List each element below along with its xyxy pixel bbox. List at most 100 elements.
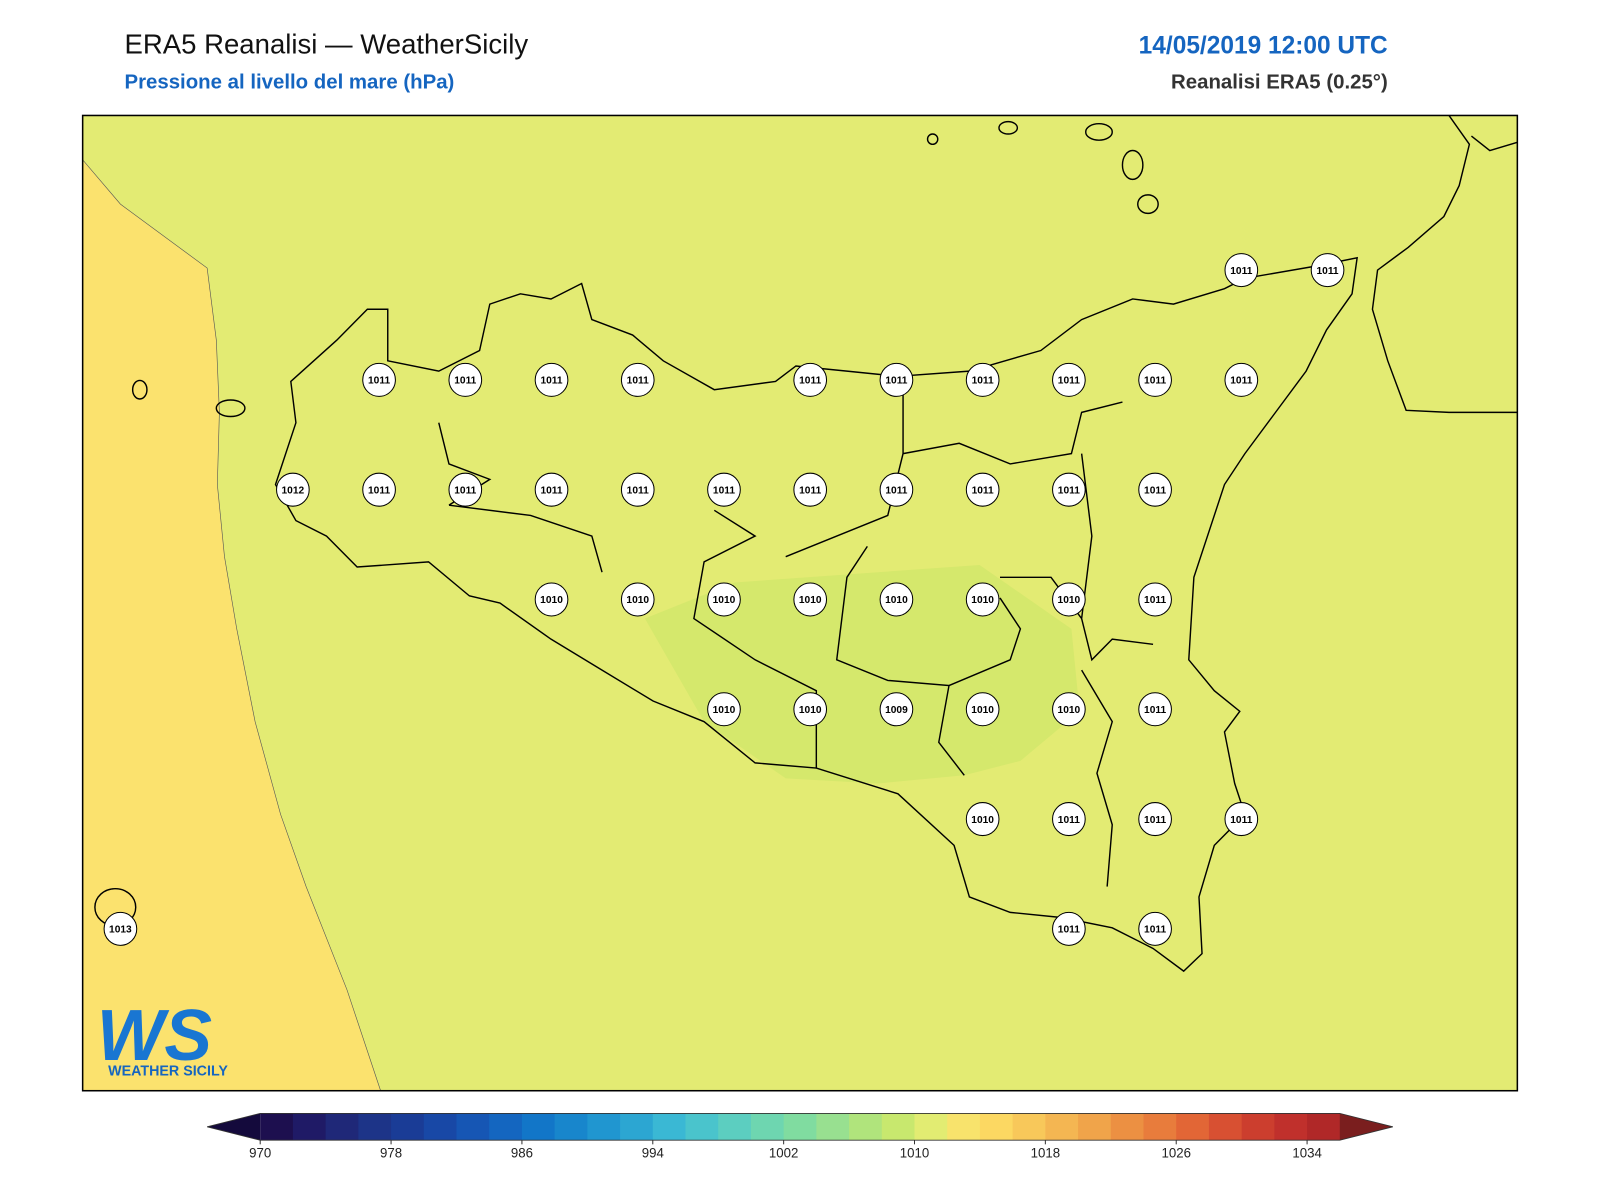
station-label: 1011 [713, 485, 735, 496]
station-circle [103, 911, 138, 946]
station: 1011 [879, 472, 914, 507]
station: 1010 [965, 692, 1000, 727]
colorbar-segment [1307, 1113, 1341, 1141]
source: Reanalisi ERA5 (0.25°) [1171, 71, 1388, 94]
station-label: 1010 [626, 595, 649, 606]
station-circle [965, 472, 1000, 507]
colorbar-segment [979, 1113, 1014, 1141]
station-label: 1011 [540, 376, 562, 387]
colorbar-segment [750, 1113, 785, 1141]
station-label: 1010 [1058, 595, 1081, 606]
station-label: 1010 [799, 595, 822, 606]
station-label: 1010 [971, 815, 994, 826]
colorbar-segment [1143, 1113, 1177, 1141]
pressure-band [644, 564, 1080, 784]
station-label: 1011 [885, 485, 907, 496]
colorbar-segment [652, 1113, 687, 1141]
station-circle [879, 692, 914, 727]
colorbar-segment [456, 1113, 490, 1141]
station: 1013 [103, 911, 138, 946]
colorbar-segment [521, 1113, 556, 1141]
station-circle [879, 582, 914, 617]
station-circle [965, 692, 1000, 727]
station: 1011 [1138, 582, 1172, 617]
colorbar-segment [620, 1113, 654, 1141]
colorbar-tick-label: 1002 [769, 1146, 799, 1161]
station-label: 1009 [885, 705, 908, 716]
station: 1011 [1310, 253, 1345, 288]
colorbar-segment [260, 1113, 294, 1141]
date: 14/05/2019 12:00 UTC [1139, 33, 1388, 60]
station: 1011 [448, 362, 483, 397]
station-circle [1224, 802, 1259, 837]
station: 1011 [793, 362, 828, 397]
station-label: 1011 [1058, 485, 1080, 496]
colorbar-extend-low [207, 1113, 261, 1141]
sicily-coast [274, 256, 1358, 973]
colorbar-segment [1045, 1113, 1079, 1141]
station-circle [362, 362, 396, 397]
station-label: 1011 [885, 376, 907, 387]
station-circle [965, 362, 1000, 397]
station-label: 1011 [368, 485, 390, 496]
station-label: 1013 [109, 925, 132, 936]
station-label: 1011 [1144, 705, 1166, 716]
colorbar-segment [489, 1113, 523, 1141]
station: 1011 [1138, 472, 1172, 507]
station-label: 1010 [971, 595, 994, 606]
station: 1011 [1052, 472, 1086, 507]
station-label: 1010 [799, 705, 822, 716]
station-circle [1138, 582, 1172, 617]
station-circle [793, 582, 828, 617]
colorbar-segment [325, 1113, 359, 1141]
station-circle [448, 362, 483, 397]
station-label: 1011 [1230, 376, 1252, 387]
colorbar-segment [292, 1113, 327, 1141]
station-label: 1010 [971, 705, 994, 716]
station-label: 1011 [627, 485, 649, 496]
station-circle [534, 582, 569, 617]
station: 1010 [793, 582, 828, 617]
station: 1010 [793, 692, 828, 727]
colorbar-segment [1176, 1113, 1210, 1141]
subtitle: Pressione al livello del mare (hPa) [124, 71, 454, 94]
station-label: 1011 [627, 376, 649, 387]
colorbar-segment [783, 1113, 817, 1141]
colorbar-tick-label: 994 [642, 1146, 665, 1161]
station-circle [965, 582, 1000, 617]
station-circle [534, 472, 569, 507]
station: 1011 [1138, 692, 1172, 727]
station-circle [1138, 692, 1172, 727]
station: 1011 [879, 362, 914, 397]
station: 1010 [1052, 582, 1086, 617]
station-circle [879, 362, 914, 397]
colorbar-segment [1078, 1113, 1112, 1141]
colorbar-segment [587, 1113, 621, 1141]
station: 1010 [620, 582, 655, 617]
station: 1011 [965, 362, 1000, 397]
station: 1011 [620, 472, 655, 507]
station-circle [1138, 911, 1172, 946]
station: 1009 [879, 692, 914, 727]
station: 1011 [1224, 253, 1259, 288]
station: 1011 [1224, 362, 1259, 397]
station-label: 1011 [1058, 376, 1080, 387]
station: 1011 [1138, 362, 1172, 397]
station-circle [707, 692, 741, 727]
station-label: 1010 [540, 595, 563, 606]
station: 1011 [534, 472, 569, 507]
station-circle [965, 802, 1000, 837]
colorbar-segment [1110, 1113, 1145, 1141]
colorbar-segment [947, 1113, 981, 1141]
station: 1011 [1052, 911, 1086, 946]
colorbar-segment [1274, 1113, 1308, 1141]
station: 1010 [879, 582, 914, 617]
station: 1010 [965, 582, 1000, 617]
colorbar-segment [914, 1113, 948, 1141]
colorbar-segment [423, 1113, 458, 1141]
colorbar-tick-label: 1010 [900, 1146, 930, 1161]
colorbar-segment [391, 1113, 425, 1141]
station-circle [620, 362, 655, 397]
colorbar: 970 978 986 994 1002 1010 1018 1026 1034 [207, 1112, 1393, 1161]
